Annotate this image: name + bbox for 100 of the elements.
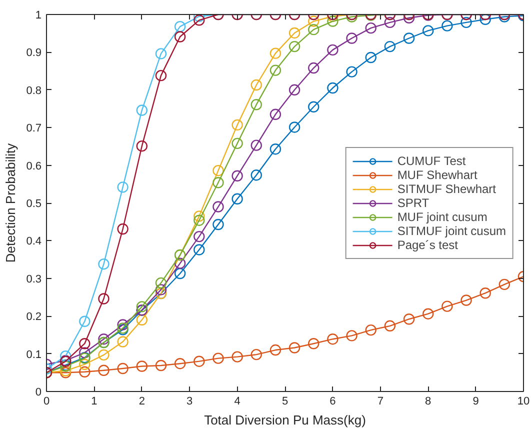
y-tick-label: 0.9 (26, 47, 42, 60)
point (384, 40, 396, 52)
point (136, 301, 148, 312)
point (232, 170, 243, 182)
point (365, 52, 376, 64)
y-tick-label: 0.2 (26, 311, 42, 324)
x-tick-label: 4 (234, 396, 240, 408)
point (308, 24, 320, 36)
point (403, 14, 415, 24)
legend-label: SPRT (397, 196, 430, 210)
point (498, 278, 510, 290)
legend-label: Page´s test (397, 238, 458, 252)
point (250, 348, 262, 360)
point (174, 268, 186, 280)
point (460, 294, 472, 306)
point (212, 352, 224, 364)
point (117, 182, 128, 193)
point (480, 14, 491, 25)
point (117, 362, 128, 374)
point (79, 358, 90, 370)
point (79, 347, 90, 358)
point (346, 32, 358, 44)
y-tick-label: 0.5 (26, 198, 42, 210)
point (422, 25, 434, 36)
point (270, 64, 282, 76)
legend-label: SITMUF Shewhart (397, 182, 496, 196)
point (327, 16, 338, 27)
point (212, 164, 224, 176)
point (194, 210, 205, 222)
x-tick-label: 10 (517, 396, 530, 408)
point (79, 338, 90, 350)
point (232, 119, 243, 131)
point (365, 324, 376, 336)
point (155, 284, 167, 296)
point (98, 364, 110, 376)
point (308, 338, 320, 350)
point (117, 223, 128, 235)
point (212, 177, 224, 188)
y-tick-label: 0.6 (26, 160, 42, 172)
point (327, 82, 338, 94)
point (79, 316, 90, 327)
point (174, 20, 186, 32)
point (155, 277, 167, 289)
y-tick-label: 0.8 (26, 84, 42, 97)
x-tick-label: 6 (330, 396, 336, 408)
point (155, 48, 167, 60)
point (232, 138, 243, 150)
point (98, 293, 110, 304)
point (460, 16, 472, 28)
point (98, 334, 110, 345)
point (60, 350, 72, 362)
point (442, 300, 453, 312)
point (136, 314, 148, 326)
x-tick-label: 9 (472, 396, 479, 408)
legend-label: CUMUF Test (397, 154, 466, 168)
point (250, 99, 262, 110)
point (270, 344, 282, 356)
point (288, 40, 300, 52)
point (442, 20, 453, 32)
point (480, 288, 491, 299)
y-tick-label: 0 (35, 386, 42, 398)
point (270, 108, 282, 120)
x-tick-label: 0 (43, 396, 50, 408)
point (232, 193, 243, 204)
legend-label: MUF joint cusum (397, 210, 488, 224)
point (250, 170, 262, 181)
point (194, 14, 205, 26)
point (346, 66, 358, 78)
point (194, 244, 205, 256)
point (232, 351, 243, 362)
point (98, 258, 110, 270)
x-tick-label: 2 (138, 396, 145, 408)
point (98, 349, 110, 361)
point (288, 27, 300, 39)
point (327, 44, 338, 56)
point (288, 342, 300, 354)
point (136, 360, 148, 372)
point (212, 201, 224, 212)
point (384, 16, 396, 28)
y-tick-label: 0.4 (26, 236, 42, 248)
y-tick-label: 0.7 (26, 122, 42, 135)
point (136, 104, 148, 116)
x-tick-label: 8 (425, 396, 432, 408)
point (403, 32, 415, 44)
point (174, 258, 186, 269)
legend-label: SITMUF joint cusum (397, 224, 506, 238)
point (174, 358, 186, 370)
legend-label: MUF Shewhart (397, 168, 478, 182)
point (308, 16, 320, 27)
point (327, 334, 338, 345)
point (346, 330, 358, 342)
point (155, 70, 167, 82)
point (117, 336, 128, 348)
point (250, 79, 262, 91)
point (288, 84, 300, 96)
x-tick-label: 7 (377, 396, 384, 408)
point (250, 140, 262, 151)
x-axis-title: Total Diversion Pu Mass(kg) (204, 412, 366, 428)
point (194, 214, 205, 226)
y-tick-label: 0.1 (26, 348, 42, 361)
